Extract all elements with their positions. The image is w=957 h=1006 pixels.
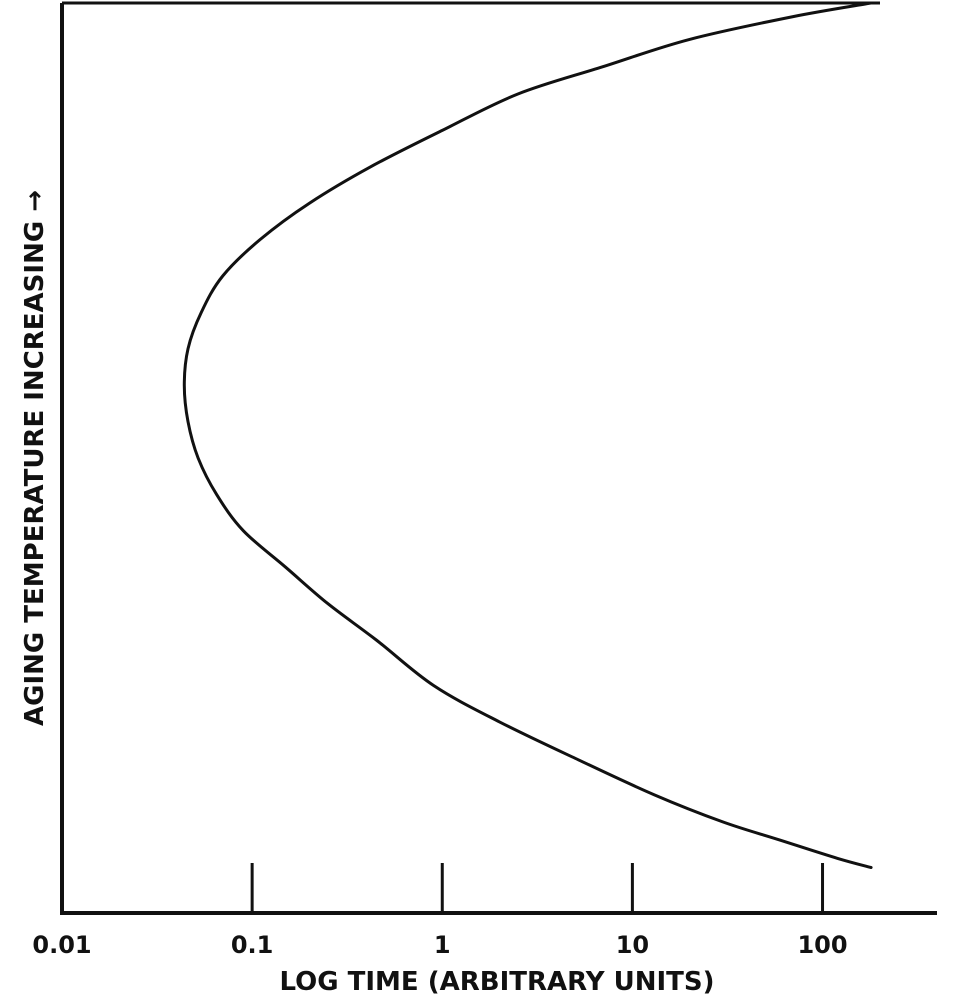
x-tick-label: 0.01: [32, 931, 91, 959]
x-axis-label: LOG TIME (ARBITRARY UNITS): [280, 967, 715, 997]
x-tick-label: 0.1: [231, 931, 274, 959]
series-group: [182, 1, 873, 869]
x-tick-label: 1: [434, 931, 451, 959]
x-ticks: [250, 863, 825, 913]
axes: [60, 1, 937, 915]
x-tick-label: 10: [616, 931, 649, 959]
x-tick-label: 100: [797, 931, 847, 959]
series-line: [182, 1, 873, 869]
x-tick-labels: 0.01 0.1 1 10 100: [32, 931, 847, 959]
y-axis-label: AGING TEMPERATURE INCREASING →: [20, 190, 50, 726]
